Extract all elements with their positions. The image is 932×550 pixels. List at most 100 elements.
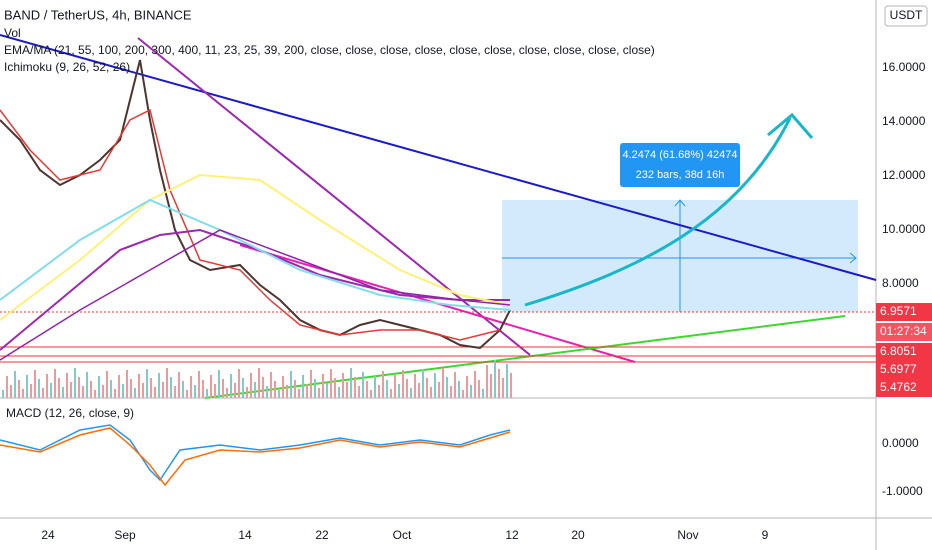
volume-bar bbox=[282, 376, 284, 398]
volume-bar bbox=[90, 381, 92, 398]
volume-bar bbox=[442, 368, 444, 398]
volume-bar bbox=[314, 379, 316, 398]
volume-bar bbox=[114, 389, 116, 398]
trendline-purple bbox=[137, 37, 531, 356]
volume-bar bbox=[38, 379, 40, 398]
volume-bar bbox=[46, 374, 48, 398]
volume-bar bbox=[394, 375, 396, 398]
price-tag bbox=[876, 323, 932, 341]
volume-bar bbox=[414, 374, 416, 398]
volume-bar bbox=[406, 379, 408, 398]
ma-line bbox=[0, 173, 511, 321]
volume-bar bbox=[322, 374, 324, 398]
volume-bar bbox=[66, 373, 68, 398]
volume-bar bbox=[478, 380, 480, 398]
chart-title: BAND / TetherUS, 4h, BINANCE bbox=[4, 7, 192, 22]
price-tag-label: 5.4762 bbox=[880, 380, 917, 394]
forecast-arrowhead bbox=[767, 112, 814, 139]
volume-bar bbox=[298, 389, 300, 398]
volume-bar bbox=[506, 364, 508, 398]
volume-bar bbox=[310, 370, 312, 398]
volume-bar bbox=[286, 385, 288, 398]
volume-bar bbox=[270, 372, 272, 398]
volume-bar bbox=[106, 371, 108, 398]
price-tag bbox=[876, 303, 932, 321]
price-label: 10.0000 bbox=[882, 222, 926, 236]
volume-bar bbox=[474, 371, 476, 398]
macd-line bbox=[0, 424, 511, 482]
measure-change: 4.2474 (61.68%) 42474 bbox=[623, 149, 738, 161]
volume-bar bbox=[458, 381, 460, 398]
volume-bar bbox=[290, 371, 292, 398]
time-label: Sep bbox=[114, 528, 136, 542]
volume-bar bbox=[450, 386, 452, 398]
currency: USDT bbox=[890, 8, 923, 22]
volume-bar bbox=[438, 382, 440, 398]
volume-bar bbox=[22, 389, 24, 398]
volume-bar bbox=[446, 377, 448, 398]
volume-bar bbox=[402, 370, 404, 398]
volume-bar bbox=[454, 372, 456, 398]
volume-bar bbox=[58, 378, 60, 398]
volume-bar bbox=[78, 377, 80, 398]
ma-line bbox=[0, 108, 501, 341]
time-label: 24 bbox=[41, 528, 55, 542]
price-label: 8.0000 bbox=[882, 276, 919, 290]
volume-bar bbox=[62, 387, 64, 398]
volume-bar bbox=[510, 373, 512, 398]
volume-bar bbox=[102, 385, 104, 398]
price-tag-label: 6.8051 bbox=[880, 344, 917, 358]
volume-bar bbox=[338, 387, 340, 398]
macd-axis-label: -1.0000 bbox=[882, 484, 923, 498]
price-label: 12.0000 bbox=[882, 168, 926, 182]
ma-line bbox=[0, 198, 511, 311]
macd-axis-label: 0.0000 bbox=[882, 436, 919, 450]
volume-bar bbox=[374, 376, 376, 398]
volume-bar bbox=[142, 383, 144, 398]
volume-bar bbox=[206, 389, 208, 398]
volume-bar bbox=[86, 372, 88, 398]
macd-title: MACD (12, 26, close, 9) bbox=[6, 406, 134, 420]
volume-bar bbox=[218, 370, 220, 398]
volume-bar bbox=[54, 369, 56, 398]
volume-bar bbox=[390, 389, 392, 398]
volume-bar bbox=[6, 376, 8, 398]
indicator-label: Ichimoku (9, 26, 52, 26) bbox=[4, 60, 130, 74]
price-tag bbox=[876, 361, 932, 379]
volume-bar bbox=[214, 384, 216, 398]
time-label: 9 bbox=[762, 528, 769, 542]
forecast-arrow bbox=[524, 117, 792, 307]
volume-bar bbox=[2, 390, 4, 398]
volume-bar bbox=[330, 369, 332, 398]
volume-bar bbox=[122, 384, 124, 398]
volume-bar bbox=[70, 382, 72, 398]
price-label: 14.0000 bbox=[882, 114, 926, 128]
volume-bar bbox=[126, 370, 128, 398]
indicator-label: Vol bbox=[4, 26, 21, 40]
volume-bar bbox=[262, 377, 264, 398]
volume-bar bbox=[158, 373, 160, 398]
volume-bar bbox=[118, 375, 120, 398]
indicator-label: EMA/MA (21, 55, 100, 200, 300, 400, 11, … bbox=[4, 43, 655, 57]
volume-bar bbox=[302, 375, 304, 398]
volume-bar bbox=[326, 383, 328, 398]
volume-bar bbox=[222, 379, 224, 398]
volume-bar bbox=[278, 390, 280, 398]
volume-bar bbox=[482, 389, 484, 398]
volume-bar bbox=[430, 387, 432, 398]
volume-bar bbox=[230, 374, 232, 398]
time-label: 12 bbox=[505, 528, 519, 542]
volume-bar bbox=[82, 386, 84, 398]
volume-bar bbox=[146, 369, 148, 398]
volume-bar bbox=[242, 378, 244, 398]
volume-bar bbox=[210, 375, 212, 398]
time-label: 22 bbox=[315, 528, 329, 542]
volume-bar bbox=[226, 388, 228, 398]
volume-bar bbox=[134, 388, 136, 398]
measure-v-arrow bbox=[674, 199, 686, 207]
volume-bar bbox=[418, 383, 420, 398]
volume-bar bbox=[466, 376, 468, 398]
volume-bar bbox=[306, 384, 308, 398]
